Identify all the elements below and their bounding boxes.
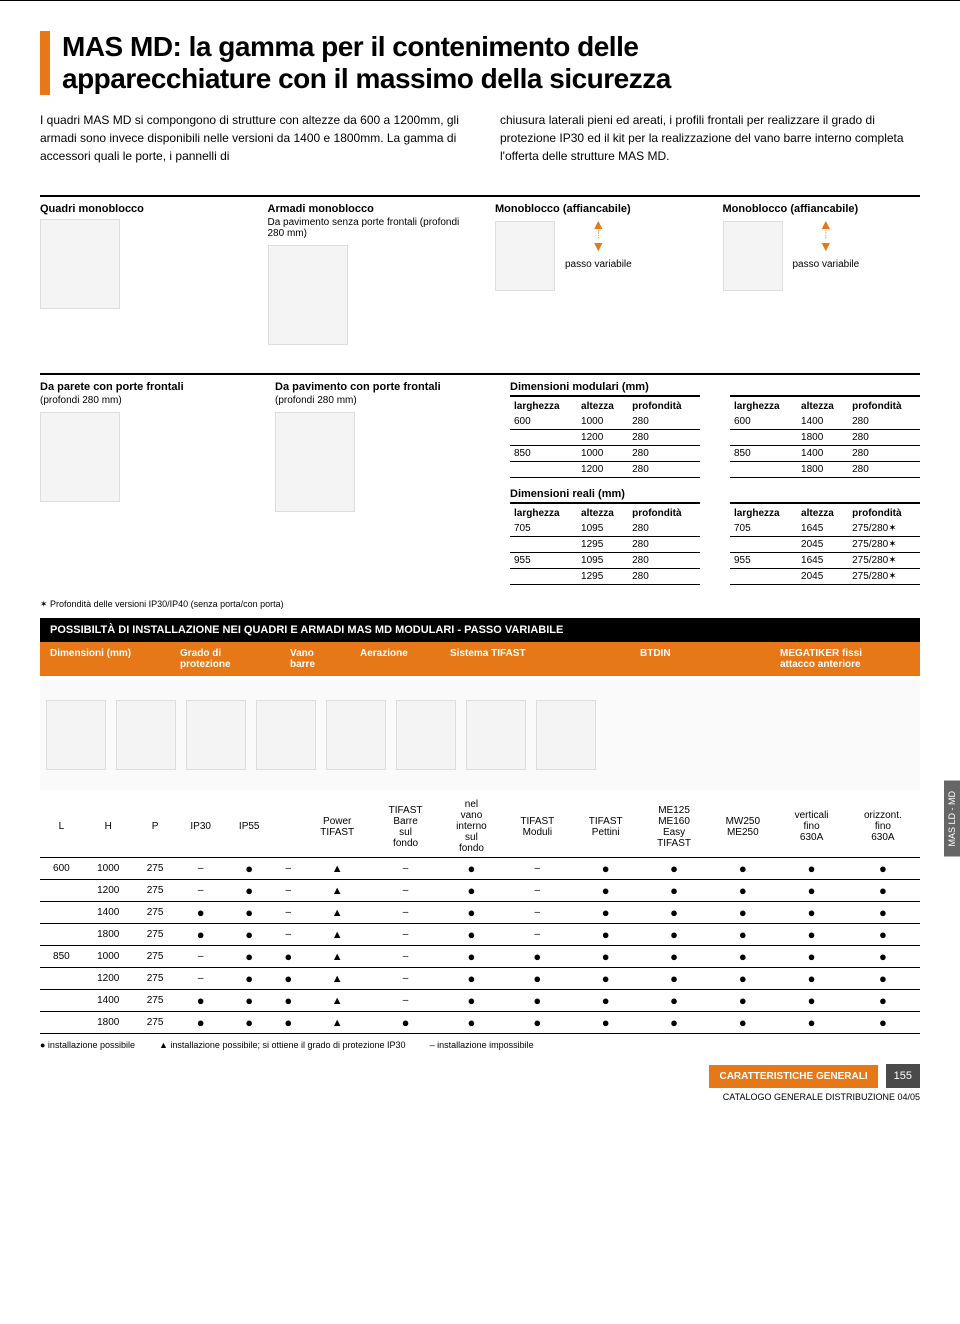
- arrow-down-icon: ▼: [819, 239, 833, 253]
- page-number: 155: [886, 1064, 920, 1088]
- cabinet-illustration: [275, 412, 355, 512]
- col-title: Monoblocco (affiancabile): [495, 203, 693, 215]
- step-label: passo variabile: [565, 259, 632, 270]
- legend-impossible: – installazione impossibile: [430, 1040, 534, 1050]
- table-header: [730, 488, 920, 504]
- step-label: passo variabile: [793, 259, 860, 270]
- table-header: Dimensioni modulari (mm): [510, 381, 700, 397]
- side-tab: MAS LD - MD: [944, 781, 960, 857]
- dim-modular-right: larghezzaaltezzaprofondità 6001400280180…: [730, 399, 920, 478]
- legend-ip30: ▲ installazione possibile; si ottiene il…: [159, 1040, 406, 1050]
- cabinet-illustration: [723, 221, 783, 291]
- install-column-groups: Dimensioni (mm) Grado di protezione Vano…: [40, 642, 920, 676]
- col-subtitle: (profondi 280 mm): [40, 395, 245, 406]
- cabinet-illustration: [495, 221, 555, 291]
- install-title-bar: POSSIBILTÀ DI INSTALLAZIONE NEI QUADRI E…: [40, 618, 920, 642]
- product-illustrations-strip: [40, 680, 920, 790]
- footer-section-label: CARATTERISTICHE GENERALI: [709, 1065, 877, 1088]
- intro-right: chiusura laterali pieni ed areati, i pro…: [500, 111, 920, 165]
- table-header: Dimensioni reali (mm): [510, 488, 700, 504]
- col-subtitle: (profondi 280 mm): [275, 395, 480, 406]
- dim-mod-right-body: 6001400280180028085014002801800280: [730, 414, 920, 478]
- install-body: 6001000275–●–▲–●–●●●●●1200275–●–▲–●–●●●●…: [40, 858, 920, 1034]
- title-block: MAS MD: la gamma per il contenimento del…: [40, 31, 920, 95]
- install-header-row: LHPIP30IP55PowerTIFASTTIFASTBarresulfond…: [40, 796, 920, 858]
- footnote: ✶ Profondità delle versioni IP30/IP40 (s…: [40, 599, 920, 610]
- dim-real-left: larghezzaaltezzaprofondità 7051095280129…: [510, 506, 700, 585]
- dim-real-left-body: 7051095280129528095510952801295280: [510, 521, 700, 585]
- legend-possible: ● installazione possibile: [40, 1040, 135, 1050]
- intro-left: I quadri MAS MD si compongono di struttu…: [40, 111, 460, 165]
- col-title: Monoblocco (affiancabile): [723, 203, 921, 215]
- dim-real-right-body: 7051645275/280✶2045275/280✶9551645275/28…: [730, 521, 920, 585]
- step-indicator: ▲ ┊ ▼ passo variabile: [793, 217, 860, 270]
- cabinet-illustration: [268, 245, 348, 345]
- cabinet-illustration: [40, 219, 120, 309]
- step-indicator: ▲ ┊ ▼ passo variabile: [565, 217, 632, 270]
- install-matrix-table: LHPIP30IP55PowerTIFASTTIFASTBarresulfond…: [40, 796, 920, 1034]
- col-title: Quadri monoblocco: [40, 203, 238, 215]
- page-footer: CARATTERISTICHE GENERALI 155: [40, 1064, 920, 1088]
- col-title: Da pavimento con porte frontali: [275, 381, 480, 393]
- catalog-row-1: Quadri monoblocco Armadi monoblocco Da p…: [40, 195, 920, 349]
- page-title: MAS MD: la gamma per il contenimento del…: [62, 31, 671, 95]
- footer-catalog-ref: CATALOGO GENERALE DISTRIBUZIONE 04/05: [40, 1092, 920, 1102]
- dim-mod-left-body: 6001000280120028085010002801200280: [510, 414, 700, 478]
- col-subtitle: Da pavimento senza porte frontali (profo…: [268, 217, 466, 239]
- arrow-down-icon: ▼: [591, 239, 605, 253]
- dim-modular-left: larghezzaaltezzaprofondità 6001000280120…: [510, 399, 700, 478]
- table-header: [730, 381, 920, 397]
- col-title: Armadi monoblocco: [268, 203, 466, 215]
- intro-paragraph: I quadri MAS MD si compongono di struttu…: [40, 111, 920, 165]
- dim-real-right: larghezzaaltezzaprofondità 7051645275/28…: [730, 506, 920, 585]
- accent-bar: [40, 31, 50, 95]
- catalog-row-2: Da parete con porte frontali (profondi 2…: [40, 373, 920, 585]
- legend: ● installazione possibile ▲ installazion…: [40, 1040, 920, 1050]
- col-title: Da parete con porte frontali: [40, 381, 245, 393]
- cabinet-illustration: [40, 412, 120, 502]
